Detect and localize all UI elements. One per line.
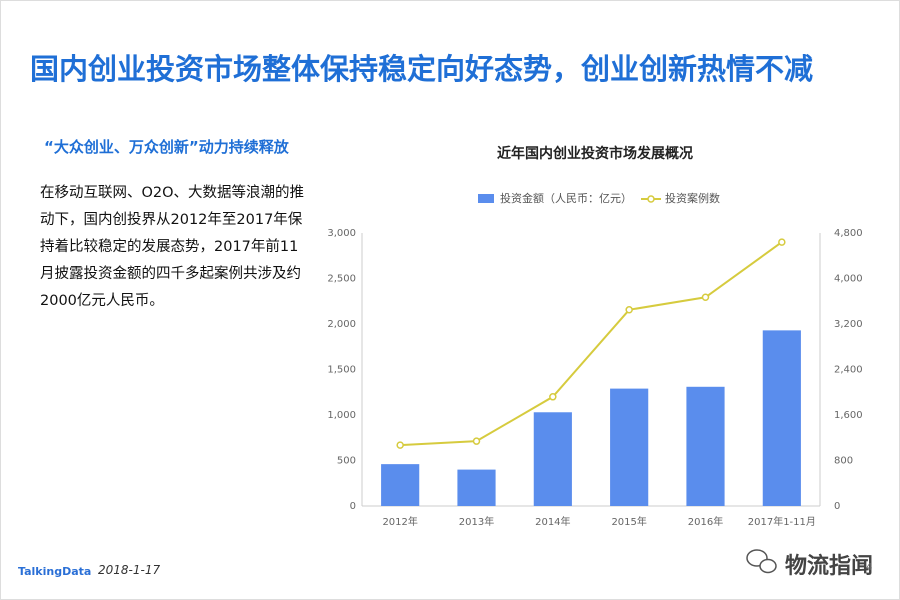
line [400, 241, 783, 447]
y2-tick-label: 2,400 [834, 365, 863, 376]
page-number: 4 [866, 562, 873, 573]
paragraph: 在移动互联网、O2O、大数据等浪潮的推动下，国内创投界从2012年至2017年保… [40, 185, 305, 309]
y-tick-label: 2,500 [327, 274, 356, 285]
line-marker [549, 393, 557, 401]
x-tick-label: 2016年 [688, 515, 723, 528]
line-marker [778, 238, 786, 246]
y-tick-label: 3,000 [327, 228, 356, 239]
y2-tick-label: 4,000 [834, 274, 863, 285]
watermark: 物流指闻 [785, 554, 874, 579]
x-tick-label: 2017年1-11月 [748, 515, 816, 528]
y-tick-label: 2,000 [327, 319, 356, 330]
line-marker [701, 293, 710, 302]
y2-tick-label: 3,200 [834, 319, 863, 330]
bar [381, 464, 420, 506]
y2-tick-label: 4,800 [834, 228, 863, 239]
brand: TalkingData [18, 565, 92, 578]
bar [533, 412, 572, 506]
y2-tick-label: 0 [834, 501, 840, 512]
slide-subtitle: “大众创业、万众创新”动力持续释放 [44, 138, 289, 156]
x-tick-label: 2015年 [611, 515, 646, 528]
x-tick-label: 2013年 [459, 515, 494, 528]
line-marker [625, 306, 633, 314]
y-tick-label: 500 [337, 456, 356, 467]
y-tick-label: 1,500 [327, 365, 356, 376]
slide-title: 国内创业投资市场整体保持稳定向好态势，创业创新热情不减 [30, 52, 814, 86]
wechat-icon [746, 549, 777, 574]
line-marker [396, 441, 404, 449]
legend-label: 投资金额（人民币：亿元） [500, 191, 632, 205]
chart-title: 近年国内创业投资市场发展概况 [497, 145, 693, 162]
legend-swatch [478, 194, 494, 203]
date: 2018-1-17 [98, 563, 161, 577]
bar [610, 388, 649, 506]
legend-swatch [647, 195, 655, 203]
x-tick-label: 2012年 [382, 515, 417, 528]
bar [686, 386, 725, 506]
y2-tick-label: 1,600 [834, 410, 863, 421]
legend-label: 投资案例数 [665, 191, 720, 205]
y-tick-label: 1,000 [327, 410, 356, 421]
y-tick-label: 0 [350, 501, 356, 512]
x-tick-label: 2014年 [535, 515, 570, 528]
line-marker [472, 437, 481, 445]
bar [762, 330, 801, 506]
bar [457, 469, 496, 506]
y2-tick-label: 800 [834, 456, 853, 467]
